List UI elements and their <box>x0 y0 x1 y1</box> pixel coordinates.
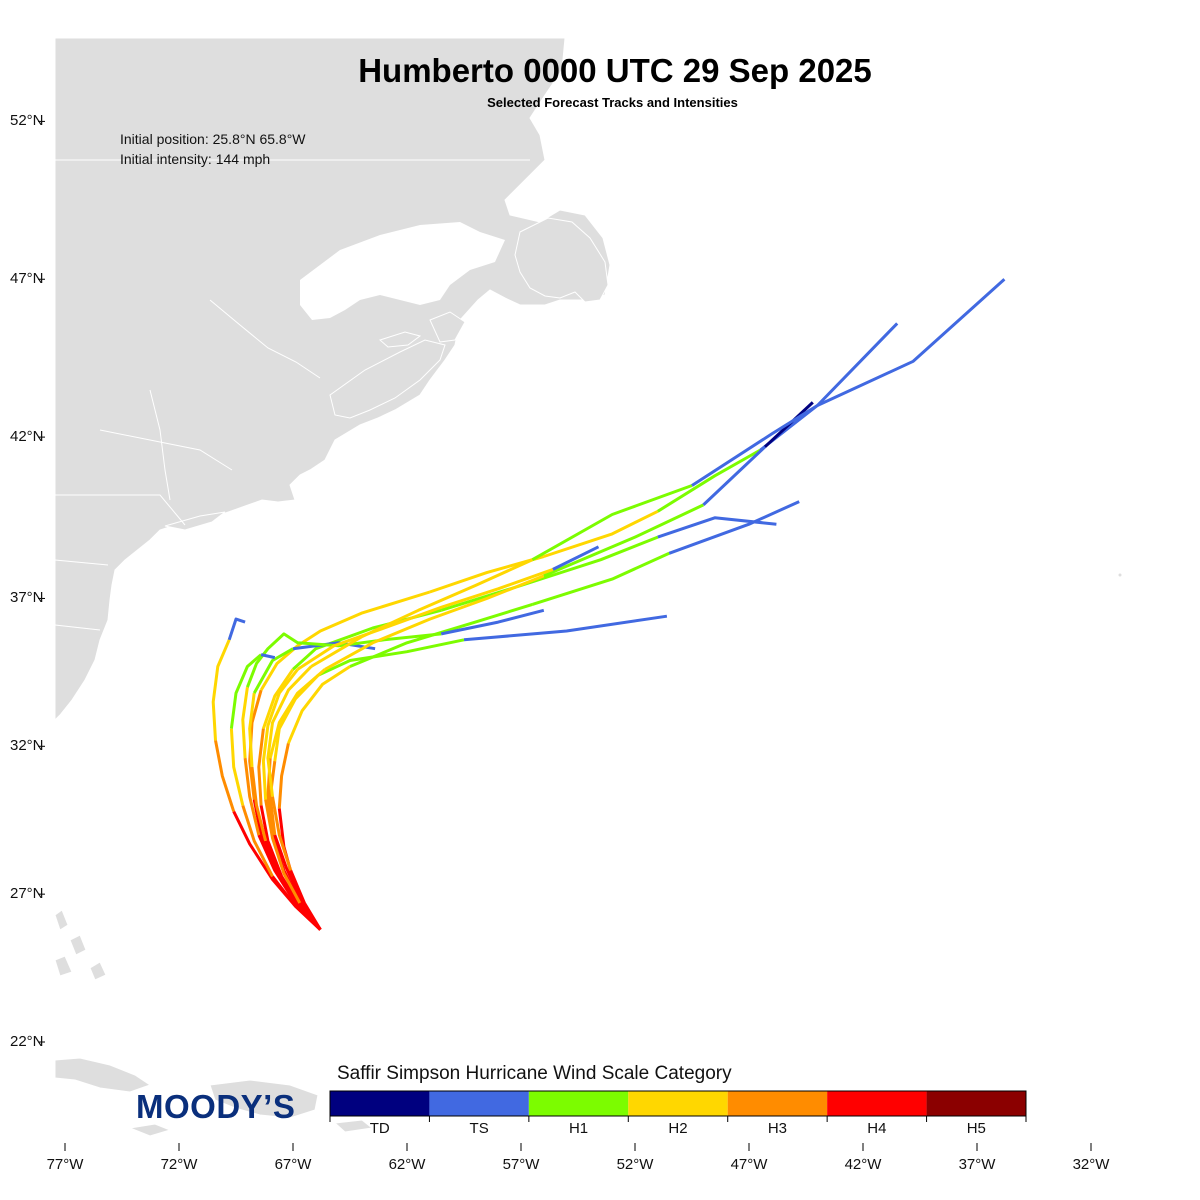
track-0-segment-2 <box>259 590 431 691</box>
track-0-segment-4 <box>543 509 659 558</box>
long-island <box>164 511 226 531</box>
cuba <box>54 1057 152 1093</box>
track-10-segment-2 <box>261 668 299 800</box>
lon-tick-label: 32°W <box>1072 1156 1110 1173</box>
hispaniola <box>209 1079 319 1119</box>
initial-position-text: Initial position: 25.8°N 65.8°W <box>120 131 306 147</box>
lat-tick-label: 32°N <box>10 737 44 755</box>
category-colorbar <box>329 1090 1027 1122</box>
category-label-ts: TS <box>469 1120 489 1137</box>
map-subtitle: Selected Forecast Tracks and Intensities <box>487 95 738 110</box>
track-5-segment-3 <box>252 647 294 694</box>
cape-breton <box>429 311 466 343</box>
track-9-segment-0 <box>271 875 322 931</box>
track-9-segment-3 <box>229 653 263 729</box>
lon-tick-label: 62°W <box>388 1156 426 1173</box>
track-1-segment-1 <box>214 740 236 812</box>
axis-ticks <box>38 120 1092 1151</box>
track-8-segment-2 <box>266 665 313 797</box>
jamaica <box>128 1123 172 1137</box>
north-america-land <box>54 37 611 722</box>
track-4-segment-1 <box>257 728 265 806</box>
nova-scotia <box>329 339 446 419</box>
political-borders <box>54 159 530 631</box>
track-10-segment-3 <box>296 567 554 671</box>
category-label-td: TD <box>369 1120 390 1137</box>
bermuda <box>1117 572 1123 578</box>
colorbar-swatch-td <box>330 1091 430 1116</box>
lat-tick-label: 52°N <box>10 112 44 130</box>
category-label-h5: H5 <box>966 1120 986 1137</box>
track-9-segment-4 <box>260 653 276 660</box>
track-3-segment-2 <box>287 665 351 744</box>
forecast-tracks <box>211 278 1006 931</box>
track-3-segment-5 <box>668 500 800 555</box>
category-label-h3: H3 <box>767 1120 788 1137</box>
lon-tick-label: 72°W <box>160 1156 198 1173</box>
track-1-segment-2 <box>211 639 231 741</box>
lat-tick-label: 27°N <box>10 885 44 903</box>
track-6-segment-2 <box>241 686 249 759</box>
lon-tick-label: 47°W <box>730 1156 768 1173</box>
colorbar-swatch-h5 <box>926 1091 1026 1116</box>
track-1-segment-3 <box>227 617 246 641</box>
track-4-segment-4 <box>440 535 659 612</box>
track-7-segment-5 <box>702 445 767 506</box>
track-5-segment-2 <box>248 692 256 768</box>
lon-tick-label: 37°W <box>958 1156 996 1173</box>
track-10-segment-0 <box>298 902 322 931</box>
lon-tick-label: 67°W <box>274 1156 312 1173</box>
lat-tick-label: 22°N <box>10 1033 44 1050</box>
track-6-segment-1 <box>243 757 261 836</box>
map-title: Humberto 0000 UTC 29 Sep 2025 <box>358 52 872 89</box>
track-8-segment-5 <box>691 322 899 487</box>
category-label-h4: H4 <box>867 1120 887 1137</box>
colorbar-swatch-h3 <box>727 1091 828 1116</box>
initial-intensity-text: Initial intensity: 144 mph <box>120 151 271 167</box>
track-9-segment-2 <box>229 728 245 806</box>
track-3-segment-1 <box>277 742 290 809</box>
colorbar-swatch-h4 <box>827 1091 927 1116</box>
track-8-segment-4 <box>531 484 693 562</box>
prince-edward-island <box>379 331 422 348</box>
track-4-segment-2 <box>261 668 295 730</box>
track-0-segment-6 <box>759 278 1006 452</box>
lon-tick-label: 57°W <box>502 1156 540 1173</box>
category-label-h1: H1 <box>568 1120 589 1137</box>
land-masses <box>54 37 1123 1137</box>
track-8-segment-3 <box>310 558 534 668</box>
puerto-rico <box>333 1119 374 1133</box>
lat-tick-label: 37°N <box>10 589 44 607</box>
lon-tick-label: 52°W <box>616 1156 654 1173</box>
moodys-logo: MOODY’S <box>136 1088 296 1125</box>
legend-title: Saffir Simpson Hurricane Wind Scale Cate… <box>337 1063 732 1084</box>
bahamas-islands <box>54 909 107 981</box>
track-2-segment-4 <box>463 614 668 642</box>
track-9-segment-1 <box>241 804 274 878</box>
lat-tick-label: 42°N <box>10 428 44 446</box>
lat-tick-label: 47°N <box>10 270 44 288</box>
track-4-segment-5 <box>657 516 777 539</box>
track-7-segment-4 <box>543 503 705 578</box>
lon-tick-label: 77°W <box>46 1156 84 1173</box>
colorbar-swatch-h1 <box>528 1091 629 1116</box>
track-7-segment-2 <box>268 668 326 759</box>
track-6-segment-4 <box>440 608 545 636</box>
colorbar-outline <box>329 1090 1027 1117</box>
colorbar-swatch-h2 <box>628 1091 728 1116</box>
category-label-h2: H2 <box>668 1120 688 1137</box>
lon-tick-label: 42°W <box>844 1156 882 1173</box>
track-10-segment-4 <box>552 545 600 571</box>
track-8-segment-1 <box>271 796 293 871</box>
track-2-segment-1 <box>268 760 277 836</box>
track-10-segment-1 <box>264 799 302 904</box>
gulf-of-st-lawrence <box>300 222 505 320</box>
track-7-segment-3 <box>324 574 545 671</box>
track-3-segment-4 <box>531 551 670 606</box>
track-5-segment-1 <box>250 766 268 842</box>
colorbar-swatch-ts <box>429 1091 529 1116</box>
track-0-segment-5 <box>657 448 762 513</box>
newfoundland <box>514 217 609 303</box>
